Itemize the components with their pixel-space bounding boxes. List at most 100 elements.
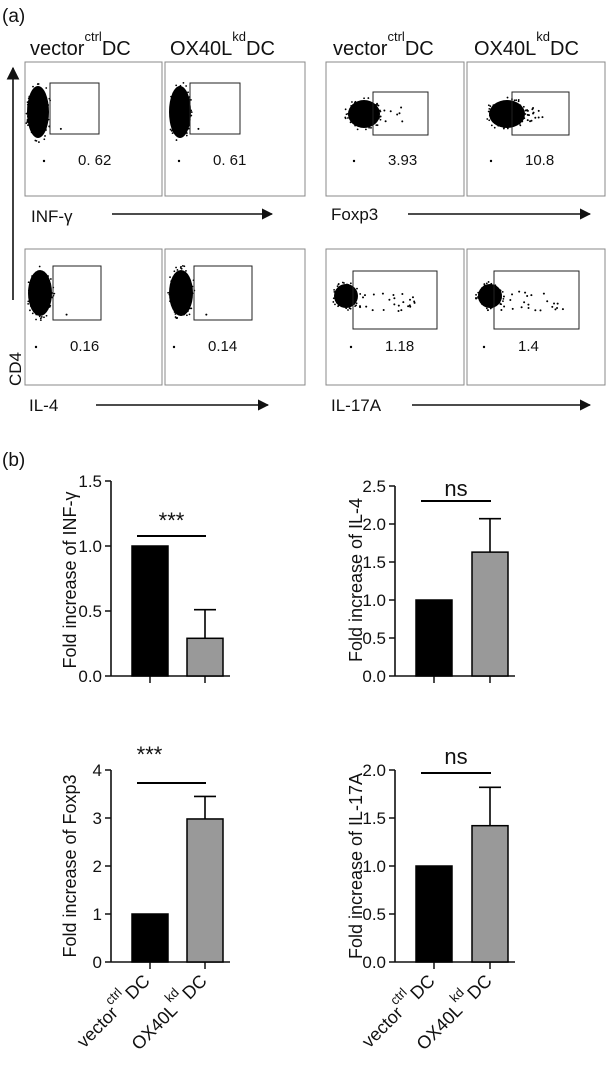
cell-dot [27, 115, 29, 118]
cell-dot [44, 127, 47, 130]
cell-dot [512, 109, 515, 112]
cell-dot [337, 304, 340, 307]
flow-panel-frame [466, 248, 606, 386]
gate-box [193, 265, 253, 321]
cell-dot [503, 305, 506, 308]
cell-dot [168, 293, 171, 296]
cell-dot [170, 280, 173, 283]
cell-dot [185, 134, 188, 137]
cell-dot [481, 287, 484, 290]
cell-dot [561, 308, 564, 311]
cell-dot [178, 133, 181, 136]
bar-vector-ctrl [131, 913, 169, 963]
cell-dot [347, 112, 349, 115]
gate-percentage: 0.14 [208, 338, 237, 355]
cell-dot [398, 112, 401, 115]
cell-dot [483, 283, 486, 285]
cell-dot [502, 300, 504, 303]
cell-dot [26, 111, 29, 114]
cell-dot [35, 318, 37, 321]
cell-dot [513, 123, 516, 126]
significance-label: ns [444, 744, 467, 769]
cell-dot [43, 129, 46, 132]
cell-dot [401, 293, 404, 296]
cell-cluster [27, 86, 49, 138]
cell-dot [47, 118, 50, 121]
cell-dot [355, 293, 358, 296]
flow-xlabel-infg: INF-γ [31, 207, 73, 226]
cell-dot [29, 309, 31, 312]
y-tick-label: 0.5 [78, 602, 102, 621]
cell-dot [363, 97, 365, 100]
cell-dot [506, 96, 509, 99]
cell-dot [190, 98, 192, 101]
cell-dot [344, 108, 347, 111]
cell-dot [374, 105, 377, 108]
cell-cluster [28, 270, 52, 316]
cell-cluster [334, 284, 358, 308]
cell-dot [59, 127, 62, 130]
cell-dot [554, 308, 557, 311]
cell-dot [407, 305, 410, 308]
cell-dot [27, 124, 29, 127]
cell-dot [518, 122, 521, 125]
cell-dot [393, 303, 396, 306]
flow-panel-4: 10.8 [466, 61, 606, 197]
cell-dot [49, 283, 52, 285]
cell-dot [27, 302, 30, 305]
cell-dot [175, 84, 178, 87]
gate-box [372, 91, 429, 136]
cell-dot [487, 281, 490, 283]
cell-dot [190, 111, 193, 114]
cd4-axis-label: CD4 [6, 352, 25, 386]
cell-dot [402, 301, 405, 304]
cell-dot [354, 124, 357, 127]
cell-dot [350, 120, 353, 123]
bar-ox40l-kd [471, 824, 509, 963]
cell-dot [370, 101, 372, 104]
flow-col-header-4: OX40LkdDC [474, 29, 579, 60]
cell-dot [176, 317, 179, 319]
cell-dot [347, 305, 350, 308]
cell-dot [32, 89, 34, 92]
cell-dot [170, 129, 173, 132]
cell-dot [539, 309, 542, 312]
cell-dot [356, 128, 359, 131]
cell-dot [185, 314, 188, 317]
cell-dot [332, 297, 335, 300]
cell-dot [49, 293, 52, 296]
cell-dot [372, 293, 375, 296]
cell-dot [487, 104, 490, 107]
cell-dot [31, 305, 34, 308]
cell-dot [190, 307, 193, 310]
cell-dot [27, 300, 30, 303]
cell-dot [375, 124, 378, 126]
cell-dot [506, 126, 509, 128]
y-tick-label: 0.0 [78, 667, 102, 686]
gate-box [49, 82, 100, 135]
cell-dot [487, 305, 489, 308]
cell-dot [523, 301, 526, 304]
cell-dot [368, 126, 371, 129]
cell-dot [362, 296, 365, 299]
cell-cluster [489, 100, 525, 128]
cell-dot [499, 303, 502, 306]
gate-percentage: 0. 61 [213, 152, 246, 169]
cell-dot [186, 93, 188, 96]
cell-dot [524, 291, 527, 294]
y-tick-label: 0.5 [362, 629, 386, 648]
cell-dot [365, 305, 368, 308]
y-tick-label: 3 [93, 809, 102, 828]
cell-dot [177, 159, 181, 163]
cell-dot [486, 309, 489, 312]
cell-dot [531, 108, 534, 111]
cell-dot [45, 314, 48, 317]
cell-dot [188, 278, 191, 281]
cell-cluster [169, 270, 193, 316]
cell-dot [47, 275, 49, 277]
cell-dot [488, 108, 491, 110]
cell-dot [34, 345, 38, 349]
y-tick-label: 1.0 [362, 857, 386, 876]
flow-panel-2: 0. 61 [164, 61, 306, 197]
